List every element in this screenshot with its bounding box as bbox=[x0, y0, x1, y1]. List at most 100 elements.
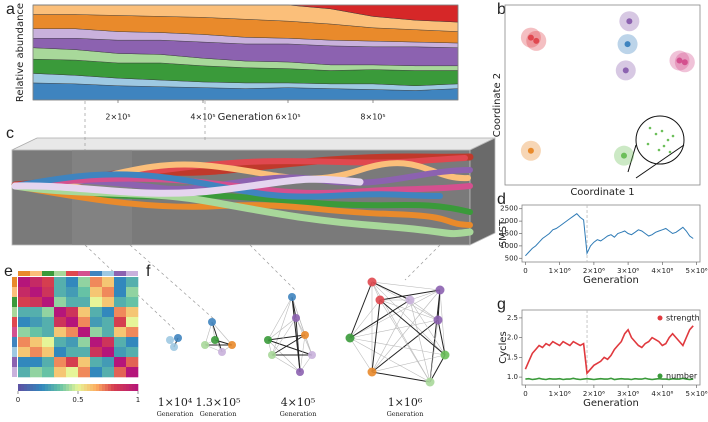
x-tick-label: 8×10⁵ bbox=[360, 113, 385, 122]
colorbar-segment bbox=[123, 384, 127, 391]
point bbox=[527, 34, 534, 41]
heatmap-cell bbox=[30, 297, 43, 308]
network-edge bbox=[349, 337, 431, 383]
heatmap-cell bbox=[42, 297, 55, 308]
colorbar-segment bbox=[90, 384, 94, 391]
network-edge bbox=[371, 299, 411, 373]
heatmap-cell bbox=[18, 337, 31, 348]
heatmap-cell bbox=[30, 367, 43, 378]
heatmap-cell bbox=[126, 347, 139, 358]
colorbar-segment bbox=[27, 384, 31, 391]
heatmap-cell bbox=[90, 367, 103, 378]
colorbar-segment bbox=[60, 384, 64, 391]
network-edge bbox=[299, 334, 306, 373]
heatmap-cell bbox=[114, 337, 127, 348]
network-edge bbox=[379, 299, 439, 321]
legend-marker bbox=[657, 315, 663, 321]
network-edge bbox=[349, 299, 381, 339]
network-node bbox=[367, 367, 377, 377]
generation-caption: Generation bbox=[387, 410, 424, 418]
network-edge bbox=[429, 319, 439, 383]
heatmap-cell bbox=[78, 297, 91, 308]
plot-frame bbox=[504, 4, 701, 186]
point bbox=[681, 59, 688, 66]
panel-letter: f bbox=[146, 263, 151, 280]
network-edge bbox=[371, 299, 381, 373]
plot-frame bbox=[32, 4, 459, 101]
heatmap-cell bbox=[66, 357, 79, 368]
heatmap-cell bbox=[78, 317, 91, 328]
x-tick-label: 6×10⁵ bbox=[275, 113, 300, 122]
colorbar-segment bbox=[63, 384, 67, 391]
panel-letter: c bbox=[6, 125, 14, 142]
point bbox=[624, 41, 631, 48]
network-node bbox=[166, 336, 174, 344]
heatmap-cell bbox=[114, 367, 127, 378]
heatmap-cell bbox=[126, 277, 139, 288]
x-tick-label: 5×10⁶ bbox=[686, 267, 708, 275]
heatmap-cell bbox=[42, 327, 55, 338]
heatmap-cell bbox=[114, 347, 127, 358]
y-axis-label: Relative abundance bbox=[15, 3, 26, 102]
heatmap-cell bbox=[42, 307, 55, 318]
y-tick-label: 1500 bbox=[500, 230, 518, 238]
colorbar-segment bbox=[36, 384, 40, 391]
y-tick-label: 2000 bbox=[500, 217, 518, 225]
colorbar-segment bbox=[75, 384, 79, 391]
y-tick-label: 2.0 bbox=[507, 334, 518, 342]
colorbar-segment bbox=[93, 384, 97, 391]
heatmap-cell bbox=[54, 307, 67, 318]
heatmap-cell bbox=[102, 287, 115, 298]
inset-points bbox=[646, 126, 675, 154]
heatmap-cell bbox=[102, 337, 115, 348]
panel-b-inset bbox=[627, 115, 685, 179]
heatmap-cell bbox=[90, 287, 103, 298]
heatmap-cell bbox=[102, 307, 115, 318]
colorbar-segment bbox=[81, 384, 85, 391]
legend-label: strength bbox=[666, 314, 700, 323]
x-axis-label: Generation bbox=[583, 275, 639, 286]
heatmap-cell bbox=[102, 357, 115, 368]
colorbar-segment bbox=[54, 384, 58, 391]
heatmap-cell bbox=[54, 357, 67, 368]
network-edge bbox=[371, 354, 446, 373]
network-edge bbox=[371, 289, 441, 373]
heatmap-cell bbox=[102, 327, 115, 338]
x-tick-label: 4×10⁶ bbox=[651, 267, 673, 275]
colorbar-segment bbox=[99, 384, 103, 391]
panel-letter: e bbox=[4, 263, 13, 280]
network-edge bbox=[409, 299, 431, 383]
heatmap-cell bbox=[42, 277, 55, 288]
colorbar-segment bbox=[66, 384, 70, 391]
network-edge bbox=[371, 319, 439, 373]
heatmap-cell bbox=[90, 347, 103, 358]
colorbar-segment bbox=[126, 384, 130, 391]
x-tick-label: 2×10⁵ bbox=[105, 113, 130, 122]
network-node bbox=[292, 314, 300, 322]
heatmap-cell bbox=[42, 357, 55, 368]
colorbar-segment bbox=[120, 384, 124, 391]
colorbar-segment bbox=[48, 384, 52, 391]
colorbar-segment bbox=[135, 384, 139, 391]
heatmap-cell bbox=[54, 277, 67, 288]
x-axis-label: Generation bbox=[218, 112, 274, 123]
network-edge bbox=[429, 354, 446, 383]
heatmap-cell bbox=[126, 297, 139, 308]
generation-value: 1.3×10⁵ bbox=[195, 396, 240, 409]
data-line bbox=[524, 325, 694, 376]
network-edge bbox=[371, 371, 431, 383]
y-axis-label: Cycles bbox=[498, 331, 509, 364]
network-edge bbox=[409, 299, 439, 321]
x-tick-label: 1×10⁶ bbox=[549, 267, 571, 275]
network-edge bbox=[271, 317, 297, 356]
x-tick-label: 2×10⁶ bbox=[583, 267, 605, 275]
network-node bbox=[435, 285, 445, 295]
x-tick-label: 4×10⁶ bbox=[651, 390, 673, 398]
heatmap-cell bbox=[42, 367, 55, 378]
heatmap-cell bbox=[66, 277, 79, 288]
plot-frame bbox=[521, 309, 701, 386]
panel-letter: d bbox=[497, 191, 506, 208]
network-node bbox=[308, 351, 316, 359]
network-node bbox=[288, 293, 296, 301]
